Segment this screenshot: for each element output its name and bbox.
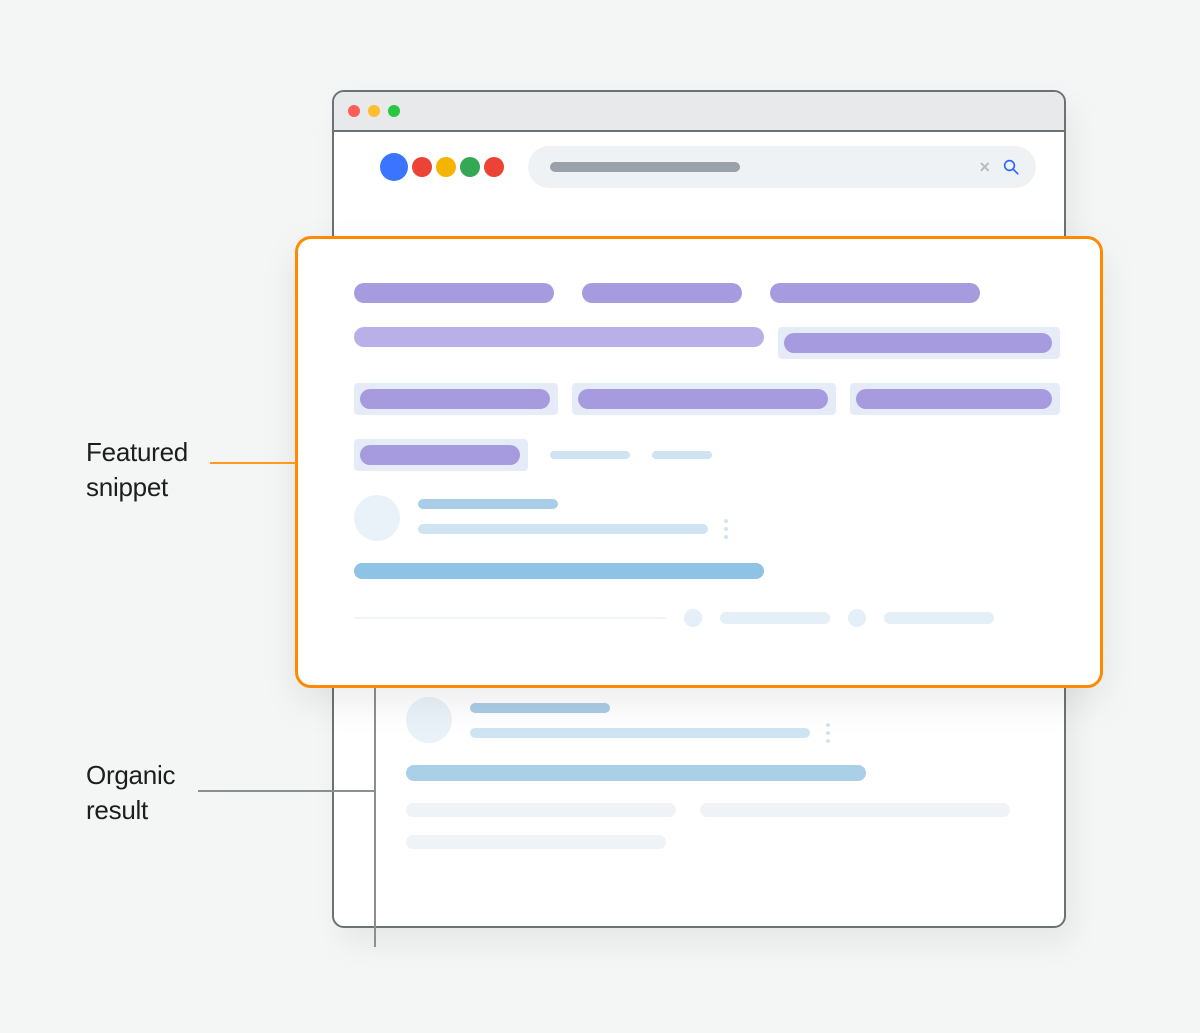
traffic-light-close — [348, 105, 360, 117]
text-pill — [354, 283, 554, 303]
search-engine-logo — [380, 153, 504, 181]
snippet-meta — [354, 609, 1060, 627]
meta-chip — [720, 612, 830, 624]
search-icon[interactable] — [1002, 158, 1020, 176]
text-pill — [354, 327, 764, 347]
organic-breadcrumb — [470, 728, 810, 738]
snippet-favicon — [354, 495, 400, 541]
highlighted-text — [572, 383, 836, 415]
window-titlebar — [334, 92, 1064, 132]
snippet-site-name — [418, 499, 558, 509]
organic-site-name — [470, 703, 610, 713]
diagram-stage: × — [0, 0, 1200, 1033]
meta-dot — [684, 609, 702, 627]
snippet-text-row — [354, 383, 1060, 415]
organic-source — [406, 697, 1024, 743]
snippet-text-row — [354, 327, 1060, 359]
organic-desc-line — [406, 835, 666, 849]
text-pill — [770, 283, 980, 303]
logo-dot-3 — [460, 157, 480, 177]
text-pill — [582, 283, 742, 303]
connector-organic — [198, 790, 374, 792]
organic-desc-line — [700, 803, 1010, 817]
traffic-light-min — [368, 105, 380, 117]
organic-favicon — [406, 697, 452, 743]
organic-result[interactable] — [374, 687, 1024, 947]
logo-dot-4 — [484, 157, 504, 177]
search-header: × — [334, 132, 1064, 202]
highlighted-text — [354, 383, 558, 415]
logo-dot-1 — [412, 157, 432, 177]
meta-chip — [884, 612, 994, 624]
snippet-breadcrumb — [418, 524, 708, 534]
highlighted-text — [850, 383, 1060, 415]
featured-snippet[interactable] — [295, 236, 1103, 688]
label-featured-snippet: Featuredsnippet — [86, 435, 256, 505]
connector-featured — [210, 462, 296, 464]
highlighted-text — [354, 439, 528, 471]
meta-dot — [848, 609, 866, 627]
organic-title[interactable] — [406, 765, 866, 781]
traffic-light-max — [388, 105, 400, 117]
kebab-icon[interactable] — [724, 519, 728, 539]
organic-desc-line — [406, 803, 676, 817]
search-input[interactable]: × — [528, 146, 1036, 188]
clear-icon[interactable]: × — [979, 157, 990, 178]
snippet-title[interactable] — [354, 563, 764, 579]
label-organic-result: Organicresult — [86, 758, 256, 828]
kebab-icon[interactable] — [826, 723, 830, 743]
query-placeholder — [550, 162, 740, 172]
logo-dot-2 — [436, 157, 456, 177]
meta-divider — [354, 617, 666, 619]
snippet-text-row — [354, 439, 1060, 471]
text-trail — [550, 451, 630, 459]
logo-dot-big — [380, 153, 408, 181]
highlighted-text — [778, 327, 1060, 359]
snippet-source — [354, 495, 1060, 541]
text-trail — [652, 451, 712, 459]
snippet-text-row — [354, 283, 1060, 303]
